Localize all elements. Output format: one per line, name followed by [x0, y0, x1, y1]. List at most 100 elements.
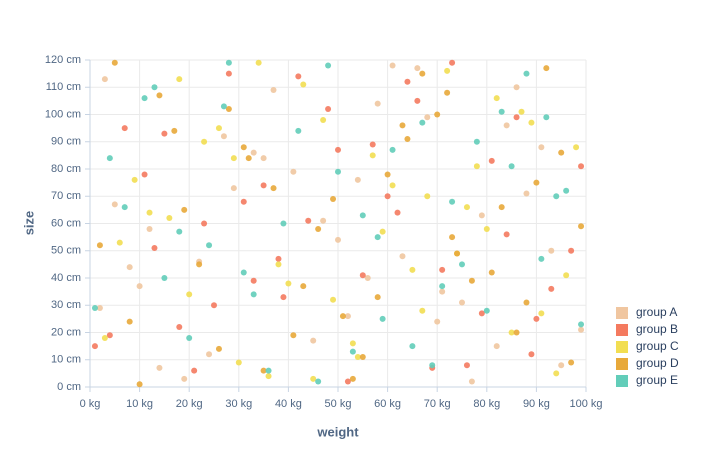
legend-swatch — [616, 375, 628, 387]
point — [434, 111, 441, 118]
point — [553, 370, 560, 377]
point — [359, 354, 366, 361]
point — [553, 193, 560, 200]
y-tick-label: 30 cm — [51, 299, 81, 311]
legend-label: group A — [636, 305, 677, 319]
y-tick-label: 120 cm — [45, 54, 81, 66]
point — [151, 245, 158, 252]
point — [176, 324, 183, 331]
point — [151, 84, 158, 91]
point — [111, 201, 118, 208]
point — [439, 266, 446, 273]
point — [518, 108, 525, 115]
point — [250, 149, 257, 156]
point — [369, 141, 376, 148]
point — [503, 122, 510, 129]
point — [419, 119, 426, 126]
point — [374, 294, 381, 301]
legend-label: group E — [636, 373, 678, 387]
point — [295, 127, 302, 134]
point — [176, 228, 183, 235]
point — [439, 288, 446, 295]
point — [295, 73, 302, 80]
y-tick-label: 70 cm — [51, 190, 81, 202]
legend-swatch — [616, 324, 628, 336]
point — [364, 275, 371, 281]
point — [245, 155, 252, 162]
point — [493, 343, 500, 350]
point — [106, 332, 113, 339]
point — [255, 59, 262, 66]
point — [111, 59, 118, 66]
point — [488, 269, 495, 276]
point — [379, 315, 386, 322]
point — [533, 179, 540, 186]
legend-label: group B — [636, 322, 678, 336]
point — [444, 67, 451, 74]
point — [215, 125, 222, 132]
point — [568, 247, 575, 254]
point — [548, 247, 555, 254]
point — [344, 313, 351, 320]
point — [91, 343, 98, 350]
y-tick-label: 20 cm — [51, 326, 81, 338]
point — [126, 318, 133, 325]
point — [349, 348, 356, 355]
point — [146, 209, 153, 216]
point — [196, 261, 203, 268]
point — [493, 95, 500, 102]
point — [483, 307, 490, 314]
point — [270, 86, 277, 93]
point — [101, 334, 108, 341]
point — [315, 378, 322, 385]
point — [389, 62, 396, 69]
point — [513, 329, 520, 336]
point — [270, 185, 277, 192]
point — [523, 299, 530, 306]
point — [533, 315, 540, 322]
point — [558, 149, 565, 156]
point — [215, 345, 222, 352]
point — [478, 212, 485, 219]
legend-swatch — [616, 307, 628, 319]
point — [558, 362, 565, 369]
point — [429, 362, 436, 369]
point — [225, 59, 232, 66]
point — [240, 198, 247, 205]
point — [359, 212, 366, 219]
y-tick-label: 80 cm — [51, 163, 81, 175]
point — [156, 364, 163, 371]
point — [344, 378, 351, 385]
point — [543, 114, 550, 121]
point — [483, 225, 490, 232]
plot-area — [91, 59, 585, 388]
point — [305, 217, 312, 224]
point — [240, 269, 247, 276]
point — [573, 144, 580, 151]
point — [166, 215, 173, 222]
point — [468, 277, 475, 284]
point — [330, 195, 337, 202]
point — [419, 70, 426, 77]
point — [414, 65, 421, 72]
point — [513, 84, 520, 91]
legend-label: group D — [636, 356, 679, 370]
point — [96, 304, 103, 311]
point — [310, 375, 317, 382]
point — [335, 236, 341, 243]
point — [384, 193, 391, 200]
point — [116, 239, 123, 246]
point — [225, 106, 232, 113]
point — [513, 114, 520, 121]
point — [176, 76, 183, 83]
point — [563, 187, 570, 194]
x-tick-label: 80 kg — [473, 398, 500, 410]
point — [250, 291, 257, 298]
point — [201, 220, 208, 227]
point — [106, 155, 113, 162]
point — [136, 283, 143, 290]
point — [330, 296, 337, 303]
point — [91, 304, 98, 311]
point — [260, 182, 267, 189]
